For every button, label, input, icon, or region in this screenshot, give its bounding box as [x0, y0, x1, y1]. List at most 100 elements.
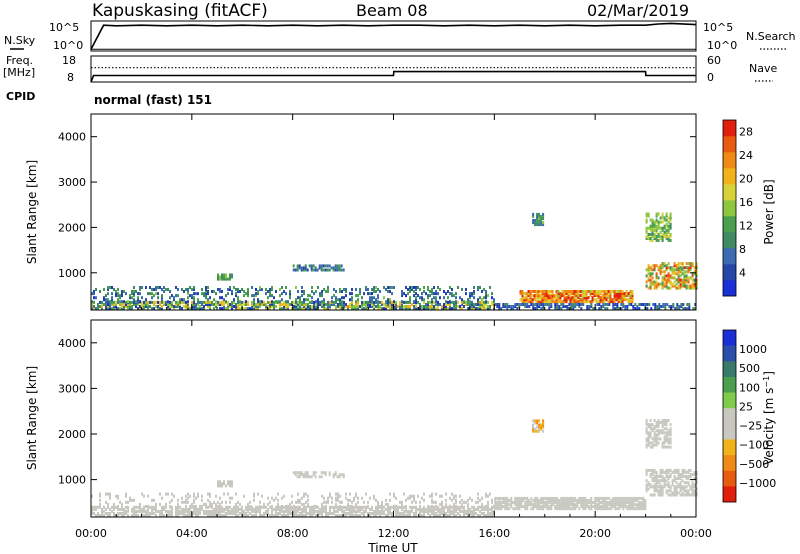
heatmap-cell [653, 443, 656, 447]
heatmap-cell [663, 483, 666, 487]
heatmap-cell [129, 496, 131, 500]
heatmap-cell [665, 437, 668, 441]
heatmap-cell [139, 305, 141, 308]
heatmap-cell [469, 307, 471, 311]
heatmap-cell [620, 501, 623, 504]
heatmap-cell [163, 507, 165, 511]
heatmap-cell [255, 294, 257, 298]
heatmap-cell [451, 498, 453, 502]
heatmap-cell [606, 501, 609, 504]
heatmap-cell [203, 502, 205, 506]
heatmap-cell [243, 300, 245, 304]
heatmap-cell [231, 273, 233, 277]
heatmap-cell [237, 307, 239, 311]
heatmap-cell [679, 487, 682, 491]
colorbar-tick-label: 4 [739, 267, 746, 280]
heatmap-cell [661, 266, 664, 270]
heatmap-cell [570, 507, 573, 511]
heatmap-cell [419, 500, 421, 504]
heatmap-cell [542, 501, 545, 504]
heatmap-cell [361, 296, 363, 300]
heatmap-cell [329, 307, 331, 311]
heatmap-cell [113, 514, 115, 517]
heatmap-cell [169, 514, 171, 517]
heatmap-cell [689, 286, 692, 290]
heatmap-cell [255, 512, 257, 515]
heatmap-cell [149, 505, 151, 509]
heatmap-cell [149, 286, 151, 289]
heatmap-cell [227, 277, 229, 281]
heatmap-cell [659, 234, 662, 238]
heatmap-cell [529, 290, 532, 293]
heatmap-cell [101, 509, 103, 513]
heatmap-cell [645, 473, 648, 476]
heatmap-cell [453, 496, 455, 500]
heatmap-cell [606, 503, 609, 507]
heatmap-cell [538, 503, 541, 507]
heatmap-cell [183, 500, 185, 504]
heatmap-cell [363, 505, 365, 509]
heatmap-cell [304, 264, 307, 268]
heatmap-cell [665, 468, 668, 472]
heatmap-cell [557, 300, 560, 304]
heatmap-cell [647, 237, 650, 240]
heatmap-cell [689, 493, 692, 497]
heatmap-cell [602, 507, 605, 511]
heatmap-cell [137, 514, 139, 517]
heatmap-cell [542, 421, 545, 425]
heatmap-cell [616, 503, 619, 507]
heatmap-cell [219, 288, 221, 291]
heatmap-cell [656, 305, 659, 308]
heatmap-cell [153, 300, 155, 304]
nsky-tick-top: 10^5 [49, 21, 79, 34]
heatmap-cell [103, 509, 105, 513]
heatmap-cell [271, 514, 273, 517]
heatmap-cell [535, 298, 538, 302]
heatmap-cell [475, 512, 477, 515]
heatmap-cell [225, 507, 227, 511]
heatmap-cell [663, 278, 666, 282]
heatmap-cell [229, 482, 231, 486]
heatmap-cell [567, 294, 570, 298]
heatmap-cell [105, 305, 107, 308]
heatmap-cell [679, 270, 682, 274]
heatmap-cell [559, 298, 562, 302]
heatmap-cell [677, 276, 680, 280]
heatmap-cell [659, 270, 662, 274]
heatmap-cell [593, 298, 596, 302]
heatmap-cell [649, 423, 652, 427]
heatmap-cell [645, 237, 648, 240]
heatmap-cell [437, 292, 439, 296]
heatmap-cell [345, 505, 347, 509]
heatmap-cell [329, 507, 331, 511]
heatmap-cell [339, 288, 341, 291]
heatmap-cell [93, 290, 95, 293]
power-ylabel: Slant Range [km] [25, 160, 39, 264]
heatmap-cell [243, 294, 245, 298]
heatmap-cell [175, 286, 177, 289]
nave-label: Nave [749, 62, 777, 75]
heatmap-cell [351, 307, 353, 311]
heatmap-cell [233, 507, 235, 511]
heatmap-cell [512, 507, 515, 511]
heatmap-cell [389, 498, 391, 502]
heatmap-cell [243, 290, 245, 293]
heatmap-cell [231, 292, 233, 296]
heatmap-cell [297, 296, 299, 300]
heatmap-cell [293, 300, 295, 304]
heatmap-cell [479, 307, 481, 311]
heatmap-cell [564, 496, 567, 500]
heatmap-cell [299, 305, 301, 308]
heatmap-cell [133, 292, 135, 296]
heatmap-cell [429, 305, 431, 308]
heatmap-cell [157, 305, 159, 308]
heatmap-cell [530, 496, 533, 500]
heatmap-cell [532, 425, 535, 429]
heatmap-cell [385, 514, 387, 517]
heatmap-cell [325, 307, 327, 311]
heatmap-cell [405, 300, 407, 304]
heatmap-cell [185, 509, 187, 513]
heatmap-cell [612, 503, 615, 507]
heatmap-cell [657, 222, 660, 226]
heatmap-cell [518, 303, 521, 306]
